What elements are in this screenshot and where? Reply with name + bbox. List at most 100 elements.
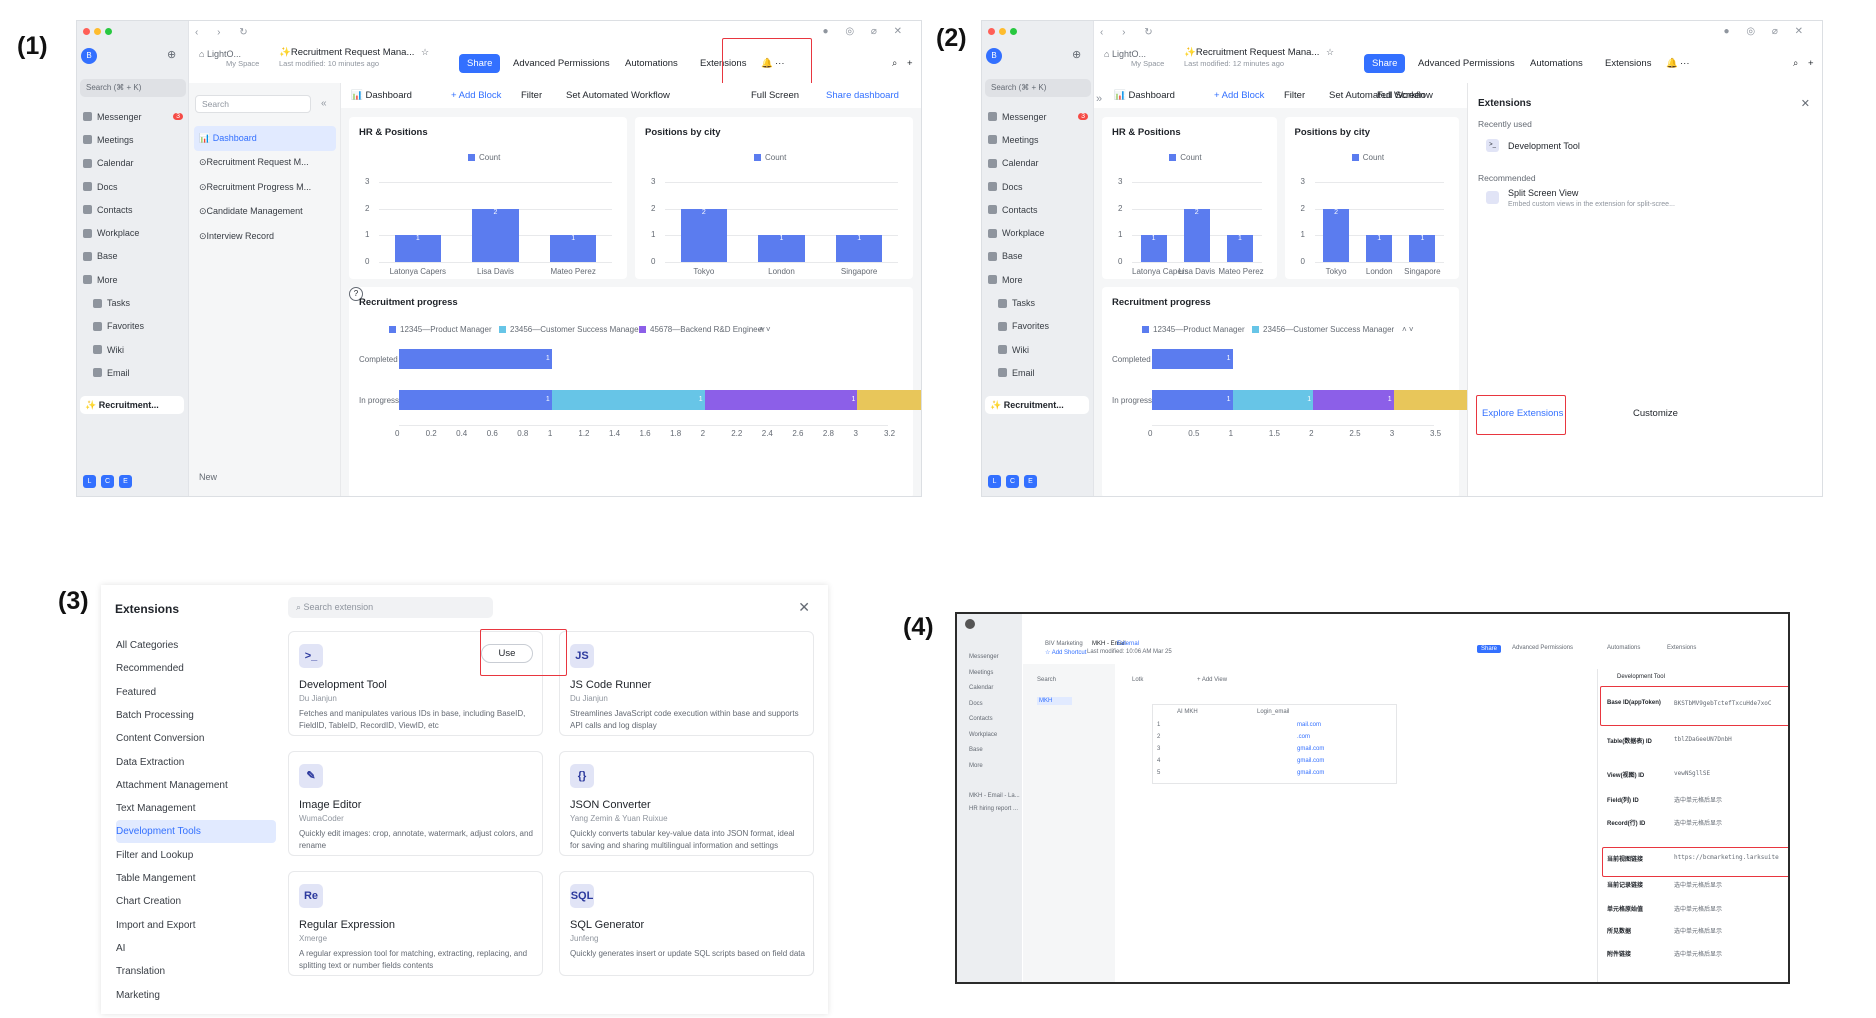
- nav-item-meetings[interactable]: Meetings: [969, 669, 994, 676]
- sidebar-search[interactable]: Search: [195, 95, 311, 113]
- star-icon[interactable]: ☆: [421, 47, 430, 57]
- bottom-app-icon[interactable]: L: [83, 475, 96, 488]
- share-dashboard-button[interactable]: Share dashboard: [826, 90, 899, 101]
- extension-card-regular-expression[interactable]: Re Regular Expression Xmerge A regular expr…: [288, 871, 543, 976]
- nav-arrows-icon[interactable]: ‹ › ↻: [195, 27, 256, 38]
- global-search[interactable]: Search (⌘ + K): [80, 79, 186, 97]
- view-tab[interactable]: Lotk: [1132, 677, 1144, 683]
- field-value[interactable]: vewNSgllSE: [1674, 770, 1711, 777]
- nav-item-more[interactable]: More: [83, 268, 187, 291]
- sidebar-item[interactable]: ⊙Candidate Management: [199, 206, 303, 217]
- extension-card-js-code-runner[interactable]: JS JS Code Runner Du Jianjun Streamlines Ja…: [559, 631, 814, 736]
- category-chart-creation[interactable]: Chart Creation: [116, 896, 182, 908]
- filter-button[interactable]: Filter: [521, 90, 543, 101]
- bottom-app-icon[interactable]: C: [1006, 475, 1019, 488]
- filter-button[interactable]: Filter: [1284, 90, 1306, 101]
- nav-item-workplace[interactable]: Workplace: [83, 221, 187, 244]
- minimize-dot[interactable]: [94, 28, 101, 35]
- progress-bar-segment[interactable]: 1: [551, 390, 705, 410]
- add-icon[interactable]: ⊕: [167, 49, 177, 61]
- legend-pager-icon[interactable]: ˄ ˅: [759, 325, 771, 334]
- add-icon[interactable]: ⊕: [1072, 49, 1082, 61]
- automated-workflow-button[interactable]: Set Automated Workflow: [1329, 90, 1433, 101]
- add-shortcut[interactable]: ☆ Add Shortcut: [1045, 650, 1087, 656]
- nav-item-contacts[interactable]: Contacts: [83, 198, 187, 221]
- sidebar-item[interactable]: ⊙Recruitment Request M...: [199, 157, 309, 168]
- recent-extension-item[interactable]: Development Tool: [1508, 141, 1580, 151]
- progress-bar-segment[interactable]: 1: [1152, 349, 1233, 369]
- field-value[interactable]: 选中单元格后显示: [1674, 951, 1723, 958]
- category-marketing[interactable]: Marketing: [116, 989, 160, 1001]
- nav-arrows-icon[interactable]: ‹ › ↻: [1100, 27, 1161, 38]
- nav-item-workplace[interactable]: Workplace: [969, 731, 998, 738]
- field-value[interactable]: 选中单元格后显示: [1674, 820, 1723, 827]
- field-value[interactable]: tblZDaGeeUN7DnbH: [1674, 736, 1732, 743]
- nav-item-tasks[interactable]: Tasks: [83, 291, 187, 314]
- star-icon[interactable]: ☆: [1326, 47, 1335, 57]
- recent-doc[interactable]: ✨ Recruitment...: [985, 396, 1089, 414]
- field-value[interactable]: 选中单元格后显示: [1674, 906, 1723, 913]
- sidebar-search[interactable]: Search: [1037, 677, 1057, 683]
- bell-icon[interactable]: 🔔: [1666, 58, 1678, 69]
- bar-lisa-davis[interactable]: 2: [472, 208, 519, 262]
- extensions-button[interactable]: Extensions: [1667, 645, 1697, 651]
- more-button[interactable]: ···: [1680, 58, 1690, 69]
- avatar[interactable]: B: [81, 48, 97, 64]
- extensions-button[interactable]: Extensions: [700, 58, 747, 69]
- fullscreen-button[interactable]: Full Screen: [751, 90, 800, 101]
- minimize-dot[interactable]: [999, 28, 1006, 35]
- nav-item-messenger[interactable]: Messenger: [969, 654, 999, 660]
- plus-icon[interactable]: +: [907, 58, 913, 69]
- nav-item-calendar[interactable]: Calendar: [988, 152, 1092, 175]
- bottom-app-icon[interactable]: E: [119, 475, 132, 488]
- nav-item-messenger[interactable]: Messenger 3: [988, 105, 1092, 128]
- bar-london[interactable]: 1: [758, 235, 805, 262]
- customize-button[interactable]: Customize: [1633, 408, 1678, 419]
- fullscreen-button[interactable]: Full Screen: [1377, 90, 1426, 101]
- row-email[interactable]: gmail.com: [1297, 770, 1325, 776]
- progress-bar-segment[interactable]: 1: [857, 390, 921, 410]
- category-import-and-export[interactable]: Import and Export: [116, 919, 196, 931]
- nav-item-favorites[interactable]: Favorites: [83, 315, 187, 338]
- collapse-icon[interactable]: «: [321, 98, 327, 109]
- advanced-permissions-button[interactable]: Advanced Permissions: [1512, 645, 1574, 651]
- field-value[interactable]: 选中单元格后显示: [1674, 928, 1723, 935]
- nav-item-tasks[interactable]: Tasks: [988, 291, 1092, 314]
- bar-mateo-perez[interactable]: 1: [1226, 235, 1253, 262]
- search-icon[interactable]: ⌕: [892, 58, 898, 69]
- bottom-app-icon[interactable]: L: [988, 475, 1001, 488]
- new-button[interactable]: New: [199, 472, 218, 482]
- nav-item-docs[interactable]: Docs: [969, 700, 983, 707]
- close-dot[interactable]: [988, 28, 995, 35]
- nav-item-email[interactable]: Email: [988, 361, 1092, 384]
- nav-item-docs[interactable]: Docs: [988, 175, 1092, 198]
- extension-search-input[interactable]: ⌕ Search extension: [288, 597, 493, 618]
- recommended-extension-item[interactable]: Split Screen View: [1508, 188, 1579, 198]
- row-email[interactable]: .com: [1297, 734, 1311, 740]
- add-block-button[interactable]: + Add Block: [451, 90, 502, 101]
- category-all-categories[interactable]: All Categories: [116, 640, 179, 651]
- share-button[interactable]: Share: [1364, 54, 1406, 73]
- add-view-button[interactable]: + Add View: [1197, 677, 1228, 683]
- global-search[interactable]: Search (⌘ + K): [985, 79, 1091, 97]
- nav-item-wiki[interactable]: Wiki: [988, 338, 1092, 361]
- progress-bar-segment[interactable]: 1: [1393, 390, 1475, 410]
- category-development-tools[interactable]: Development Tools: [116, 820, 276, 844]
- progress-bar-segment[interactable]: 1: [1232, 390, 1314, 410]
- nav-item-docs[interactable]: Docs: [83, 175, 187, 198]
- category-attachment-management[interactable]: Attachment Management: [116, 779, 228, 791]
- bell-icon[interactable]: 🔔: [761, 58, 773, 69]
- nav-item-contacts[interactable]: Contacts: [988, 198, 1092, 221]
- bar-latonya-capers[interactable]: 1: [394, 235, 442, 262]
- automations-button[interactable]: Automations: [625, 58, 678, 69]
- share-button[interactable]: Share: [1477, 645, 1502, 653]
- bottom-app-icon[interactable]: C: [101, 475, 114, 488]
- help-icon[interactable]: ?: [349, 287, 363, 301]
- extension-card-image-editor[interactable]: ✎ Image Editor WumaCoder Quickly edit image…: [288, 751, 543, 856]
- category-recommended[interactable]: Recommended: [116, 663, 184, 675]
- bar-london[interactable]: 1: [1366, 235, 1393, 262]
- category-ai[interactable]: AI: [116, 942, 126, 954]
- nav-item-workplace[interactable]: Workplace: [988, 221, 1092, 244]
- plus-icon[interactable]: +: [1808, 58, 1814, 69]
- breadcrumb-root[interactable]: LightO...: [206, 49, 241, 59]
